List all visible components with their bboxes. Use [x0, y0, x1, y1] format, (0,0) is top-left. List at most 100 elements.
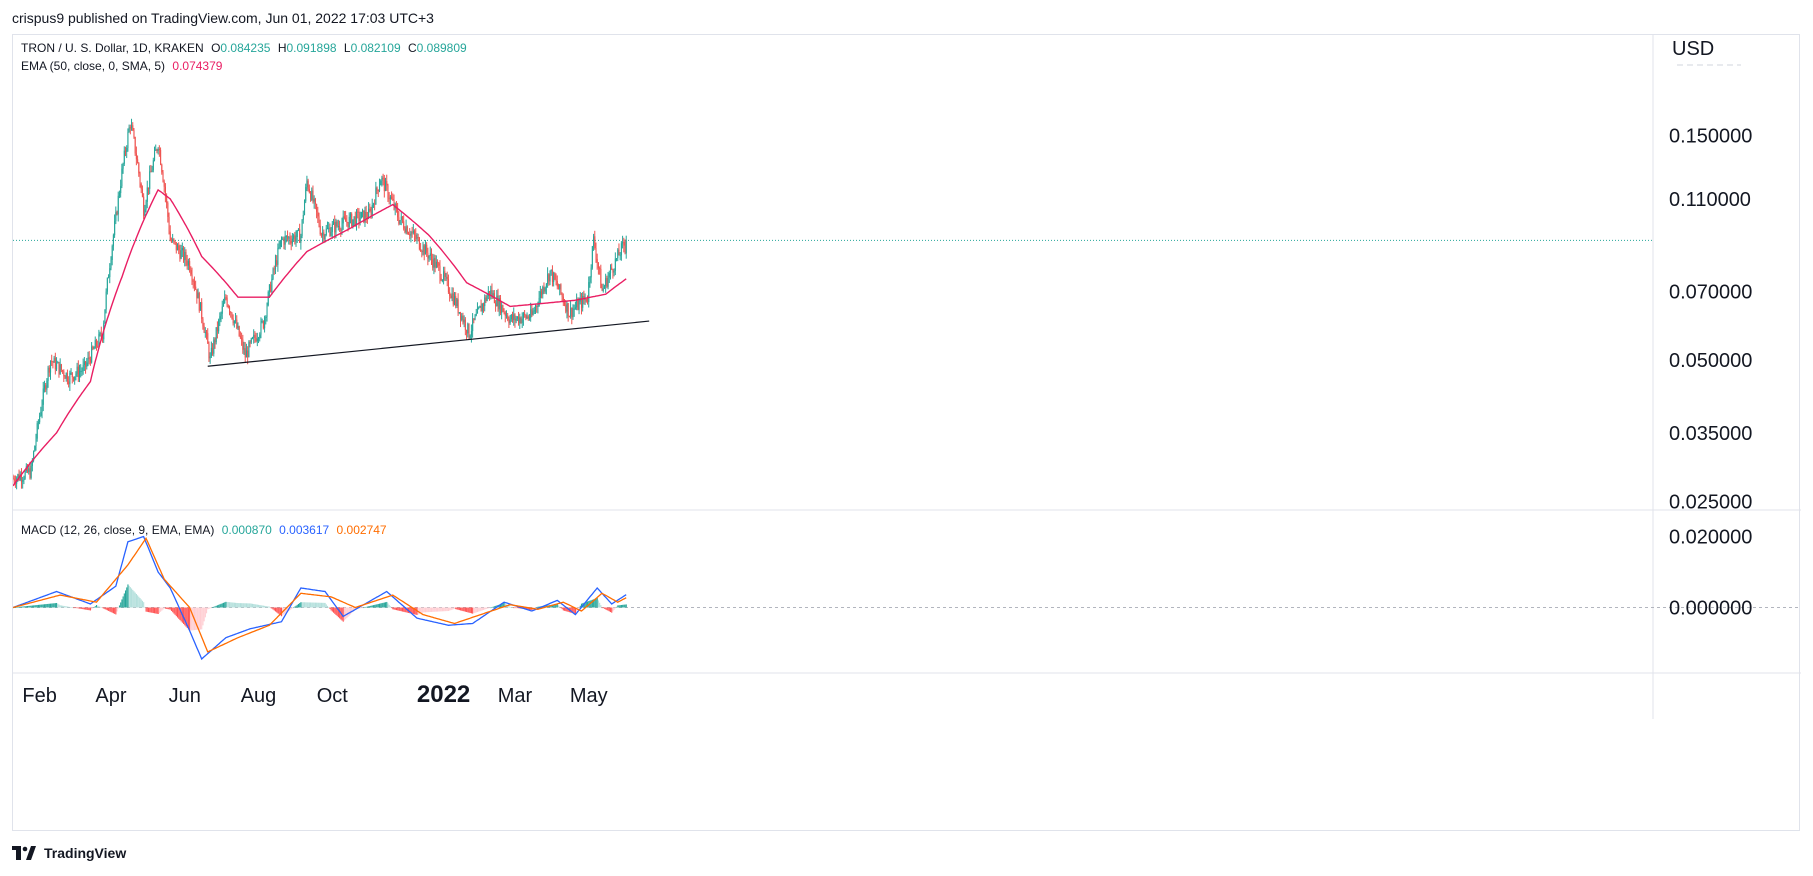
chart-canvas[interactable]: USD 0.150000 0.110000 0.070000 0.050000 0.035…	[13, 35, 1801, 832]
macd-hist-bar	[145, 607, 147, 612]
macd-hist-bar	[268, 606, 271, 608]
candle-body	[595, 247, 597, 259]
macd-hist-bar	[281, 607, 283, 617]
symbol-label[interactable]: TRON / U. S. Dollar, 1D, KRAKEN	[21, 41, 204, 55]
macd-hist-bar	[69, 606, 71, 608]
candle	[550, 269, 552, 276]
candle	[429, 246, 431, 261]
tradingview-footer[interactable]: TradingView	[12, 845, 126, 861]
macd-hist-bar	[124, 590, 127, 608]
macd-hist-bar	[380, 603, 382, 608]
candle-body	[555, 279, 557, 282]
candle	[163, 179, 165, 193]
candle-body	[434, 258, 436, 268]
macd-hist-bar	[41, 604, 43, 608]
candle	[170, 237, 173, 244]
candle-body	[318, 216, 320, 226]
chart-frame[interactable]: USD 0.150000 0.110000 0.070000 0.050000 0.035…	[12, 34, 1801, 832]
candle	[618, 243, 620, 256]
macd-legend[interactable]: MACD (12, 26, close, 9, EMA, EMA) 0.0008…	[21, 523, 391, 537]
candle	[432, 253, 434, 271]
macd-hist-bar	[603, 607, 606, 609]
macd-hist-bar	[213, 606, 215, 608]
macd-hist-bar	[95, 605, 98, 608]
candle	[310, 190, 312, 202]
candle-body	[469, 335, 471, 338]
price-legend: TRON / U. S. Dollar, 1D, KRAKEN O0.08423…	[21, 41, 471, 55]
candle	[277, 243, 279, 272]
macd-hist-bar	[245, 603, 248, 608]
candle-body	[52, 361, 54, 363]
candle	[109, 263, 111, 284]
candle-body	[242, 339, 244, 350]
macd-hist-bar	[162, 607, 164, 610]
price-tick-label: 0.025000	[1669, 492, 1752, 514]
candle	[484, 294, 486, 312]
candle	[225, 294, 227, 301]
macd-hist-bar	[485, 607, 487, 610]
candle	[380, 179, 382, 186]
macd-pane	[13, 535, 1801, 661]
macd-hist-bar	[161, 607, 163, 611]
candle	[518, 311, 520, 326]
candle-body	[248, 342, 250, 358]
macd-hist-bar	[613, 607, 615, 610]
candle-body	[380, 180, 382, 186]
macd-hist-bar	[255, 604, 257, 608]
candle	[128, 124, 130, 133]
macd-hist-bar	[204, 607, 206, 618]
macd-hist-bar	[556, 604, 558, 608]
ema-legend[interactable]: EMA (50, close, 0, SMA, 5) 0.074379	[21, 59, 226, 73]
macd-hist-bar	[291, 607, 293, 609]
macd-hist-bar	[108, 607, 110, 611]
macd-hist-bar	[543, 605, 545, 608]
candle-body	[206, 332, 208, 334]
candle-body	[528, 317, 531, 319]
candle-body	[99, 332, 101, 335]
open-value: 0.084235	[220, 41, 271, 55]
candle-body	[174, 241, 176, 243]
candle	[375, 181, 377, 205]
macd-hist-bar	[377, 603, 379, 608]
candle	[571, 307, 573, 325]
candle-body	[127, 132, 129, 148]
candle	[489, 291, 491, 301]
candle	[423, 244, 425, 261]
candle-body	[416, 237, 418, 239]
candle	[305, 183, 307, 204]
candle-body	[503, 311, 505, 313]
candle-body	[63, 371, 65, 377]
candle	[129, 124, 131, 135]
candle	[433, 254, 435, 275]
candle-body	[232, 318, 234, 324]
macd-hist-bar	[215, 605, 217, 608]
candle-body	[202, 318, 204, 327]
candle	[168, 212, 170, 235]
macd-hist-bar	[47, 603, 49, 608]
macd-hist-bar	[423, 607, 425, 613]
candle-body	[386, 181, 388, 186]
macd-hist-bar	[305, 602, 307, 608]
macd-hist-bar	[28, 605, 30, 608]
candle-body	[463, 319, 465, 323]
candle-body	[376, 187, 378, 190]
macd-hist-bar	[103, 607, 105, 609]
candle	[56, 357, 58, 372]
candle	[213, 337, 215, 357]
macd-hist-bar	[607, 607, 609, 611]
open-label: O	[211, 41, 221, 55]
macd-hist-bar	[466, 607, 468, 613]
candle-body	[224, 297, 226, 304]
candle	[230, 311, 232, 318]
candle	[137, 155, 139, 164]
candle-body	[222, 303, 225, 307]
candle-body	[337, 225, 339, 227]
candle	[427, 247, 429, 266]
candle	[48, 365, 50, 377]
candle	[187, 258, 189, 271]
macd-hist-bar	[378, 603, 381, 608]
candle-body	[183, 248, 185, 261]
candle-body	[29, 468, 31, 478]
candle-body	[58, 361, 60, 374]
candle	[382, 173, 384, 186]
